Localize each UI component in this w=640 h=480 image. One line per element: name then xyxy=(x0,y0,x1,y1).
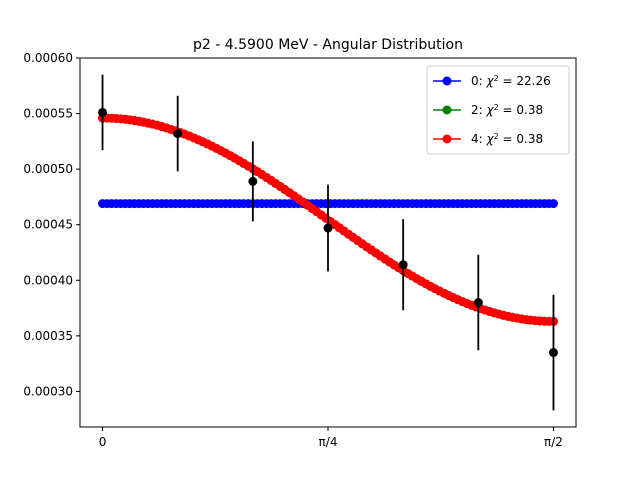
data-point xyxy=(98,107,108,117)
legend-box xyxy=(426,65,570,155)
series-marker xyxy=(548,199,558,209)
y-tick-label: 0.00060 xyxy=(23,51,73,65)
data-point xyxy=(323,223,333,233)
y-tick-label: 0.00045 xyxy=(23,218,73,232)
data-point xyxy=(548,348,558,358)
data-point xyxy=(473,298,483,308)
legend-label: 0: χ2 = 22.26 xyxy=(471,74,551,89)
x-tick-label: π/2 xyxy=(544,435,563,449)
y-tick-label: 0.00035 xyxy=(23,329,73,343)
chart-title: p2 - 4.5900 MeV - Angular Distribution xyxy=(193,37,463,53)
legend-marker xyxy=(442,76,452,86)
legend-label: 2: χ2 = 0.38 xyxy=(471,103,543,118)
plot-area: 0.00030 0.00035 0.00040 0.00045 0.00050 0.000… xyxy=(23,51,577,449)
x-tick-label: 0 xyxy=(99,435,107,449)
x-tick-label: π/4 xyxy=(319,435,338,449)
data-point xyxy=(248,176,258,186)
y-tick-label: 0.00050 xyxy=(23,162,73,176)
legend-marker xyxy=(442,134,452,144)
data-point xyxy=(398,260,408,270)
y-tick-label: 0.00040 xyxy=(23,273,73,287)
legend: 0: χ2 = 22.26 2: χ2 = 0.38 4: χ2 = 0.38 xyxy=(426,65,570,155)
series-2 xyxy=(98,113,558,326)
data-point xyxy=(173,129,183,139)
legend-marker xyxy=(442,105,452,115)
legend-label: 4: χ2 = 0.38 xyxy=(471,132,543,147)
series-0 xyxy=(98,199,558,209)
y-tick-label: 0.00055 xyxy=(23,107,73,121)
y-tick-label: 0.00030 xyxy=(23,384,73,398)
